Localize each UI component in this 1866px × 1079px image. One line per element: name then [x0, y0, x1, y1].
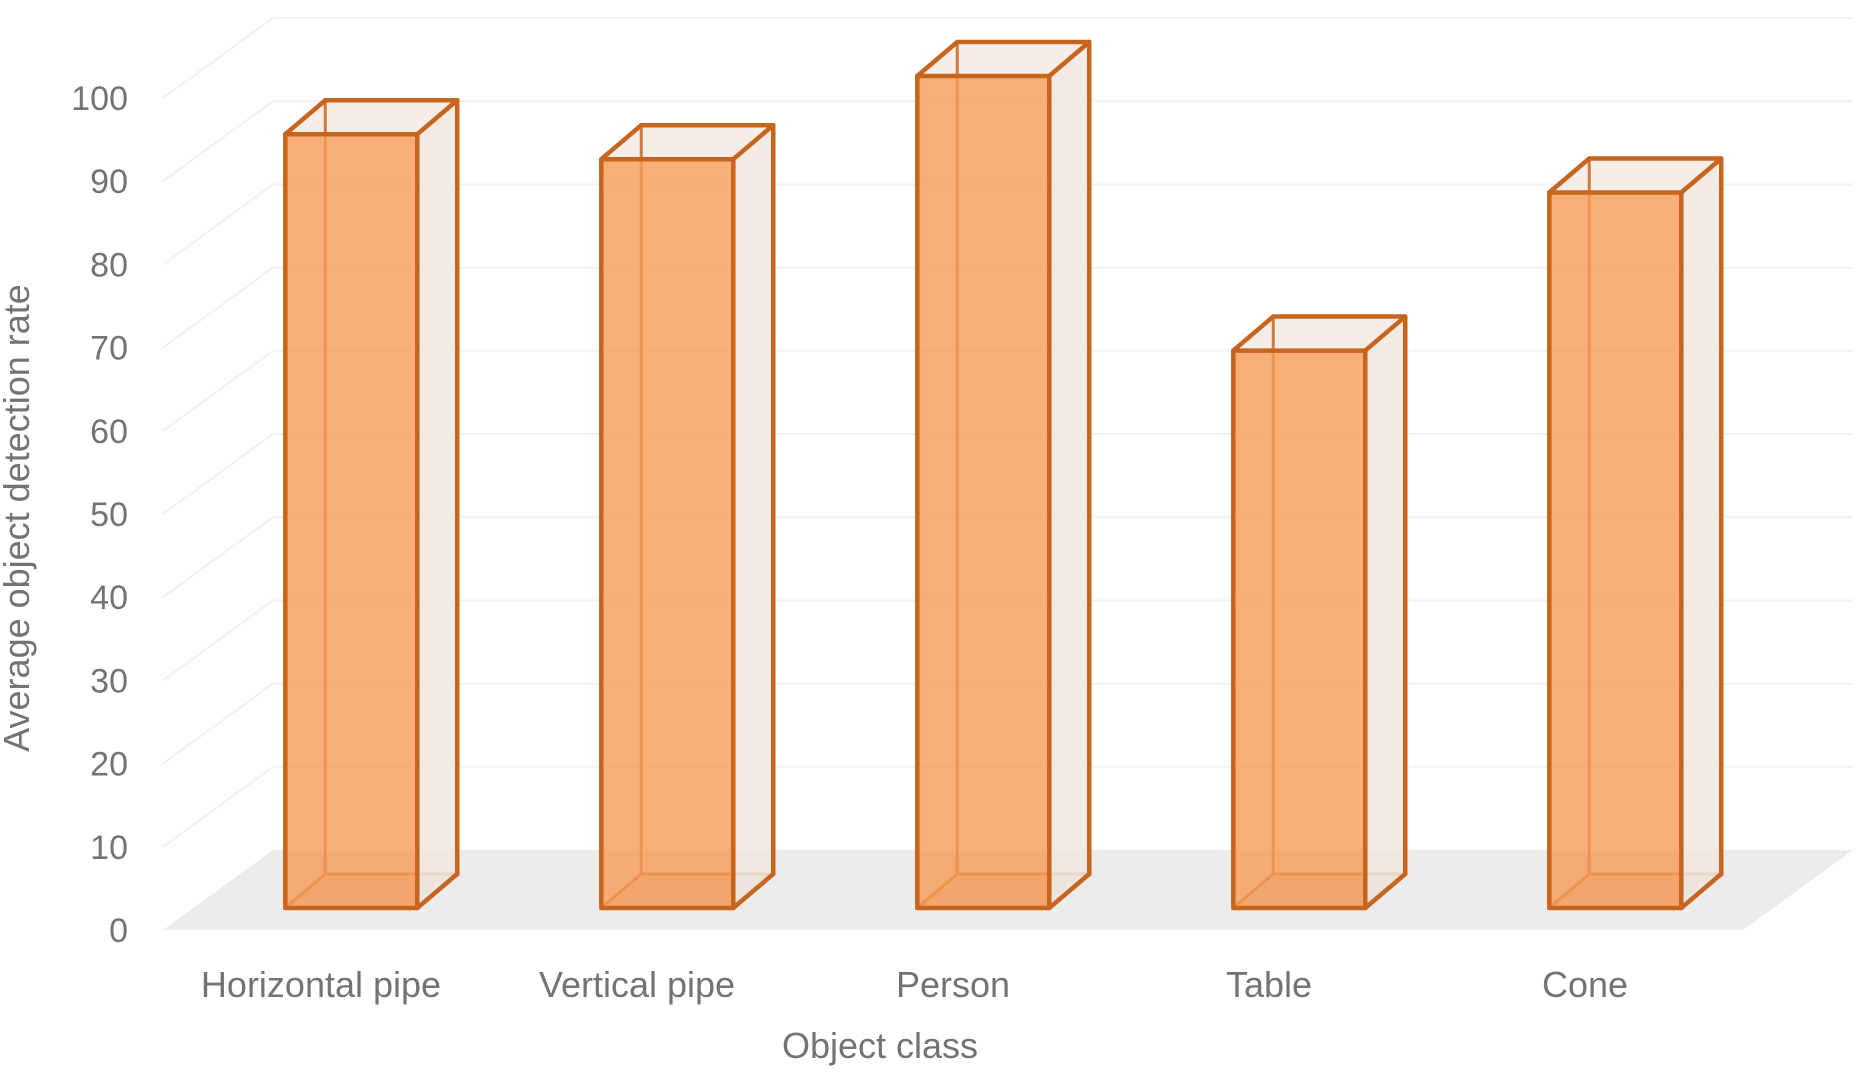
y-tick-label: 90: [90, 163, 128, 201]
bar-vertical-pipe: [599, 122, 776, 911]
bar-outer-edge: [731, 871, 776, 911]
y-tick-label: 30: [90, 662, 128, 700]
bar-front-face: [601, 159, 734, 908]
bar-outer-edge: [915, 39, 960, 79]
y-tick-label: 10: [90, 829, 128, 867]
bar-top-face: [917, 42, 1090, 76]
y-tick-label: 80: [90, 246, 128, 284]
bar-outer-edge: [1047, 39, 1092, 79]
y-tick-label: 40: [90, 579, 128, 617]
bar-top-face: [601, 125, 774, 160]
bar-outer-edge: [1363, 871, 1408, 911]
x-category-label: Table: [1226, 964, 1312, 1005]
bar-outer-edge: [1547, 156, 1592, 195]
bar-outer-edge: [599, 122, 644, 162]
gridline-diagonal: [162, 17, 274, 99]
bar-horizontal-pipe: [283, 97, 460, 911]
bar-person: [915, 39, 1092, 911]
gridline-diagonal: [162, 100, 274, 183]
bar-front-face: [1549, 192, 1682, 908]
bar-outer-edge: [283, 97, 328, 137]
x-category-label: Person: [896, 964, 1010, 1005]
bar-outer-edge: [415, 97, 460, 137]
gridline-diagonal: [162, 516, 274, 599]
bar-side-face: [417, 100, 458, 908]
y-tick-label: 0: [109, 912, 128, 950]
bar-outer-edge: [1231, 314, 1276, 353]
y-axis-title: Average object detection rate: [0, 284, 37, 752]
bar-front-face: [1233, 350, 1366, 909]
bar-outer-edge: [415, 871, 460, 911]
gridline-diagonal: [162, 599, 274, 682]
bar-outer-edge: [1679, 156, 1724, 195]
gridline-diagonal: [162, 266, 274, 349]
bar-front-face: [285, 134, 418, 908]
y-tick-label: 20: [90, 746, 128, 784]
bar-top-face: [1549, 158, 1722, 193]
bar-top-face: [285, 100, 458, 135]
bar-outer-edge: [1047, 871, 1092, 911]
gridline-diagonal: [162, 682, 274, 765]
bar-outer-edge: [1679, 871, 1724, 911]
gridline-diagonal: [162, 349, 274, 432]
x-category-label: Horizontal pipe: [201, 964, 441, 1005]
gridline-diagonal: [162, 765, 274, 848]
bar-side-face: [733, 125, 774, 908]
bar-front-face: [917, 76, 1050, 908]
gridline-diagonal: [162, 183, 274, 266]
bar-side-face: [1049, 42, 1090, 908]
y-tick-label: 60: [90, 413, 128, 451]
x-axis-title: Object class: [782, 1025, 978, 1066]
y-tick-label: 70: [90, 330, 128, 368]
bar-table: [1231, 314, 1408, 911]
bar-outer-edge: [731, 122, 776, 162]
y-tick-label: 100: [71, 80, 128, 118]
bar-side-face: [1681, 158, 1722, 908]
bar-cone: [1547, 156, 1724, 911]
x-category-label: Vertical pipe: [539, 964, 735, 1005]
bar-outer-edge: [1363, 314, 1408, 353]
bar-side-face: [1365, 316, 1406, 909]
y-tick-label: 50: [90, 496, 128, 534]
x-category-label: Cone: [1542, 964, 1628, 1005]
gridline-diagonal: [162, 433, 274, 515]
bar-top-face: [1233, 316, 1406, 351]
